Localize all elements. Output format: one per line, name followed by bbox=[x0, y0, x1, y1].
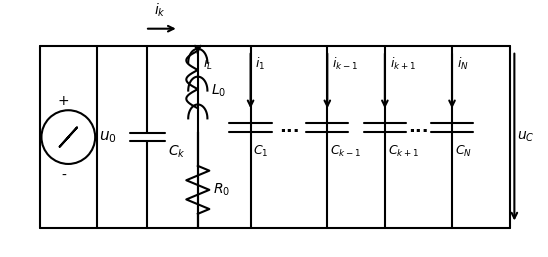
Text: $i_k$: $i_k$ bbox=[153, 2, 165, 19]
Text: $C_k$: $C_k$ bbox=[168, 143, 185, 160]
Text: $u_C$: $u_C$ bbox=[517, 130, 535, 144]
Text: $C_{k+1}$: $C_{k+1}$ bbox=[388, 144, 419, 159]
Text: $i_{k-1}$: $i_{k-1}$ bbox=[332, 56, 358, 72]
Text: $i_1$: $i_1$ bbox=[255, 56, 266, 72]
Text: $C_N$: $C_N$ bbox=[455, 144, 472, 159]
Text: $C_{k-1}$: $C_{k-1}$ bbox=[330, 144, 362, 159]
Text: $i_{k+1}$: $i_{k+1}$ bbox=[390, 56, 416, 72]
Text: $R_0$: $R_0$ bbox=[213, 182, 230, 198]
Text: +: + bbox=[58, 94, 70, 108]
Text: ...: ... bbox=[278, 118, 299, 136]
Text: $u_0$: $u_0$ bbox=[99, 129, 117, 145]
Text: $i_N$: $i_N$ bbox=[457, 56, 469, 72]
Text: ...: ... bbox=[408, 118, 429, 136]
Text: $C_1$: $C_1$ bbox=[254, 144, 269, 159]
Text: $i_L$: $i_L$ bbox=[203, 56, 213, 72]
Text: -: - bbox=[61, 168, 66, 182]
Text: $L_0$: $L_0$ bbox=[211, 82, 226, 99]
